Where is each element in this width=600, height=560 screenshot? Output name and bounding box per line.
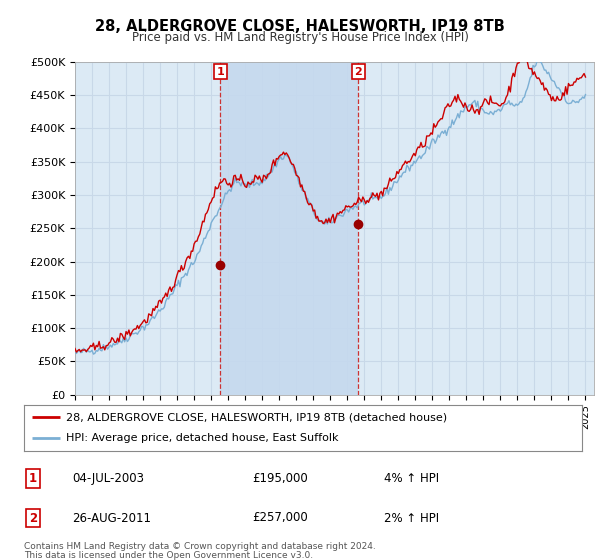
- Text: 2% ↑ HPI: 2% ↑ HPI: [384, 511, 439, 525]
- Text: £257,000: £257,000: [252, 511, 308, 525]
- Text: 1: 1: [217, 67, 224, 77]
- Text: 1: 1: [29, 472, 37, 486]
- Bar: [220, 62, 358, 395]
- Text: Contains HM Land Registry data © Crown copyright and database right 2024.: Contains HM Land Registry data © Crown c…: [24, 542, 376, 550]
- Text: 26-AUG-2011: 26-AUG-2011: [72, 511, 151, 525]
- Text: 28, ALDERGROVE CLOSE, HALESWORTH, IP19 8TB: 28, ALDERGROVE CLOSE, HALESWORTH, IP19 8…: [95, 19, 505, 34]
- Text: Price paid vs. HM Land Registry's House Price Index (HPI): Price paid vs. HM Land Registry's House …: [131, 31, 469, 44]
- Text: 4% ↑ HPI: 4% ↑ HPI: [384, 472, 439, 486]
- Text: HPI: Average price, detached house, East Suffolk: HPI: Average price, detached house, East…: [66, 433, 338, 444]
- Text: 2: 2: [29, 511, 37, 525]
- Text: This data is licensed under the Open Government Licence v3.0.: This data is licensed under the Open Gov…: [24, 551, 313, 560]
- Text: 04-JUL-2003: 04-JUL-2003: [72, 472, 144, 486]
- Text: 2: 2: [355, 67, 362, 77]
- Text: 28, ALDERGROVE CLOSE, HALESWORTH, IP19 8TB (detached house): 28, ALDERGROVE CLOSE, HALESWORTH, IP19 8…: [66, 412, 447, 422]
- Text: £195,000: £195,000: [252, 472, 308, 486]
